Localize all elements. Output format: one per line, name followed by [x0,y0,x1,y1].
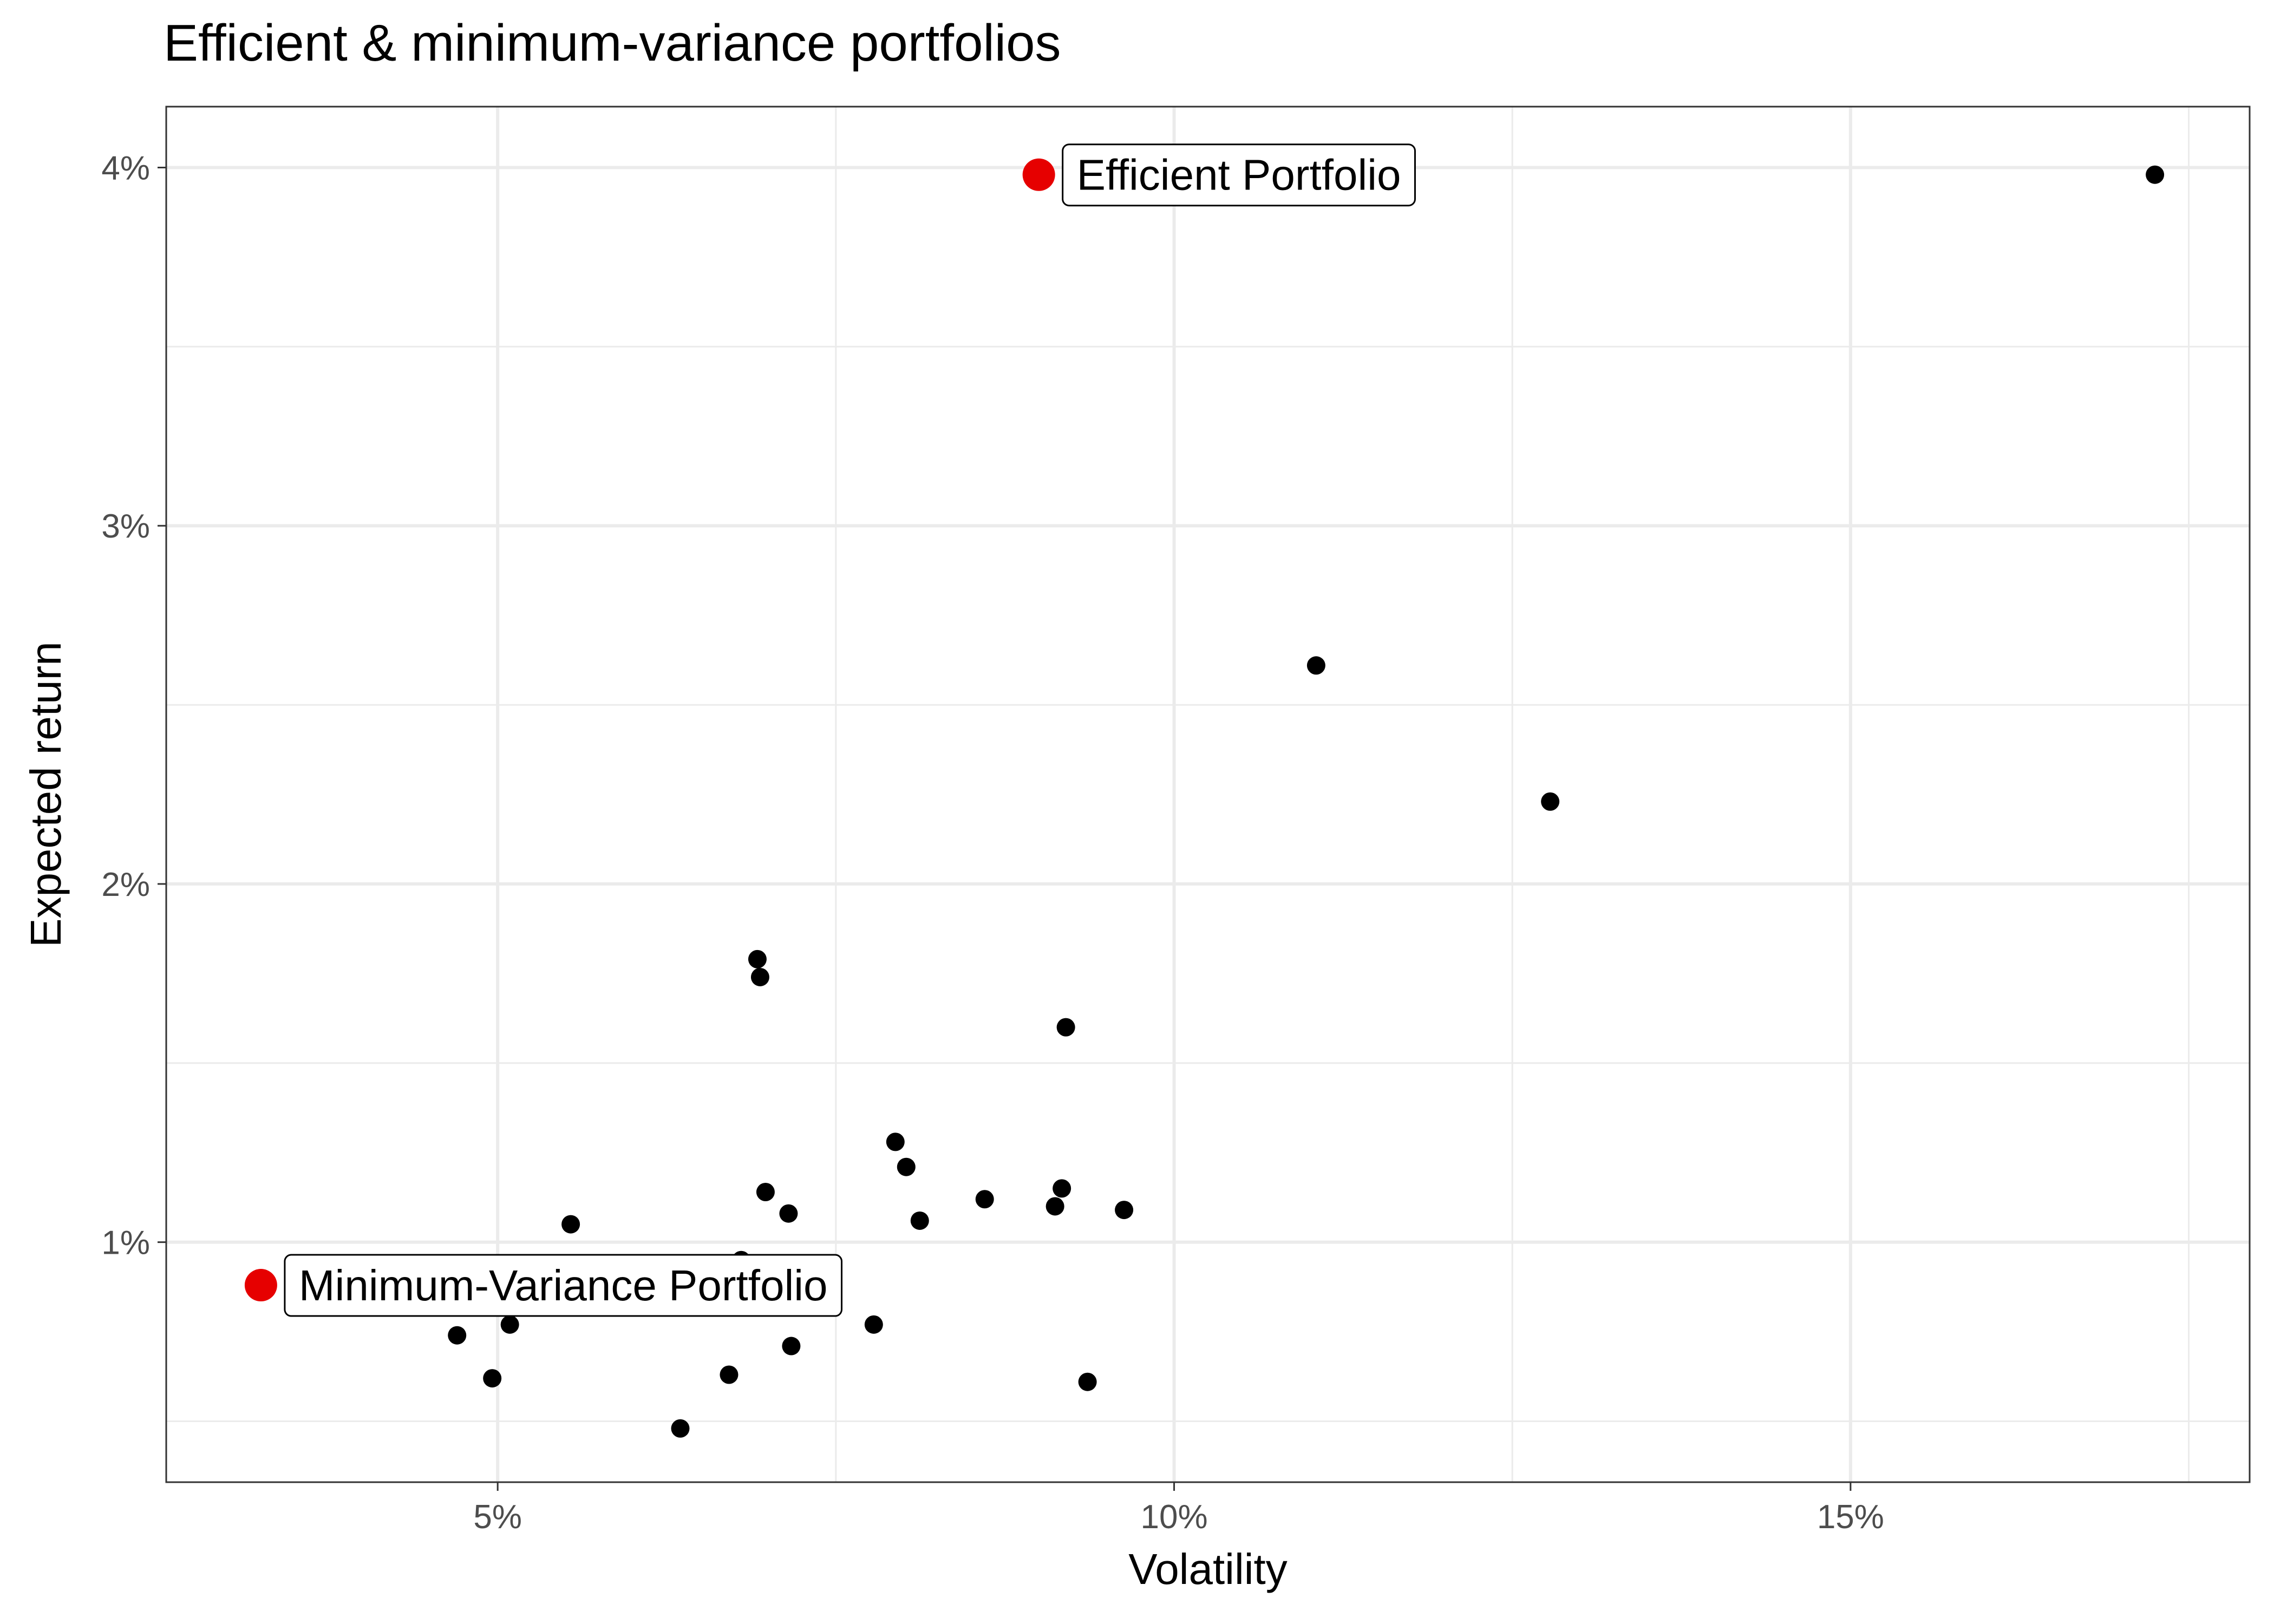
highlight-point [1022,158,1055,191]
data-point [1056,1018,1075,1037]
data-point [483,1369,502,1388]
data-point [782,1337,801,1355]
annotations: Efficient Portfolio Minimum-Variance Port… [284,143,1416,1317]
x-axis-title: Volatility [1128,1545,1287,1593]
data-point [756,1183,775,1202]
point-annotation: Minimum-Variance Portfolio [284,1254,843,1317]
data-point [1078,1372,1097,1391]
y-axis-title: Expected return [22,641,70,947]
data-point [1115,1201,1134,1220]
panel-border [165,106,2251,1483]
x-tick-label: 10% [1140,1498,1207,1536]
point-annotation: Efficient Portfolio [1062,143,1416,207]
data-point [910,1211,929,1230]
data-point [897,1157,916,1176]
data-point [1053,1179,1071,1198]
data-point [864,1315,883,1334]
data-point [720,1365,739,1384]
data-point [779,1204,798,1223]
y-tick-label: 4% [101,149,150,187]
data-point [1045,1197,1064,1216]
x-tick-label: 15% [1817,1498,1884,1536]
data-point [500,1315,519,1334]
annotation-box [284,1254,843,1317]
data-point [2146,165,2165,184]
annotation-box [1062,143,1416,207]
data-point [748,949,767,968]
y-axis: 1% 2% 3% 4% [101,149,166,1262]
annotation-label: Efficient Portfolio [1077,151,1401,199]
data-points [244,158,2165,1438]
chart-title: Efficient & minimum-variance portfolios [164,14,1061,72]
annotation-label: Minimum-Variance Portfolio [299,1261,828,1309]
data-point [448,1326,467,1345]
data-point [975,1190,994,1209]
data-point [1306,656,1325,675]
data-point [1541,792,1560,811]
y-tick-label: 1% [101,1224,150,1262]
highlight-point [244,1269,277,1302]
data-point [671,1419,690,1438]
data-point [886,1132,905,1151]
y-tick-label: 2% [101,866,150,903]
x-tick-label: 5% [473,1498,522,1536]
x-axis: 5% 10% 15% [473,1482,1884,1536]
data-point [561,1215,580,1234]
y-tick-label: 3% [101,508,150,545]
data-point [750,967,769,986]
